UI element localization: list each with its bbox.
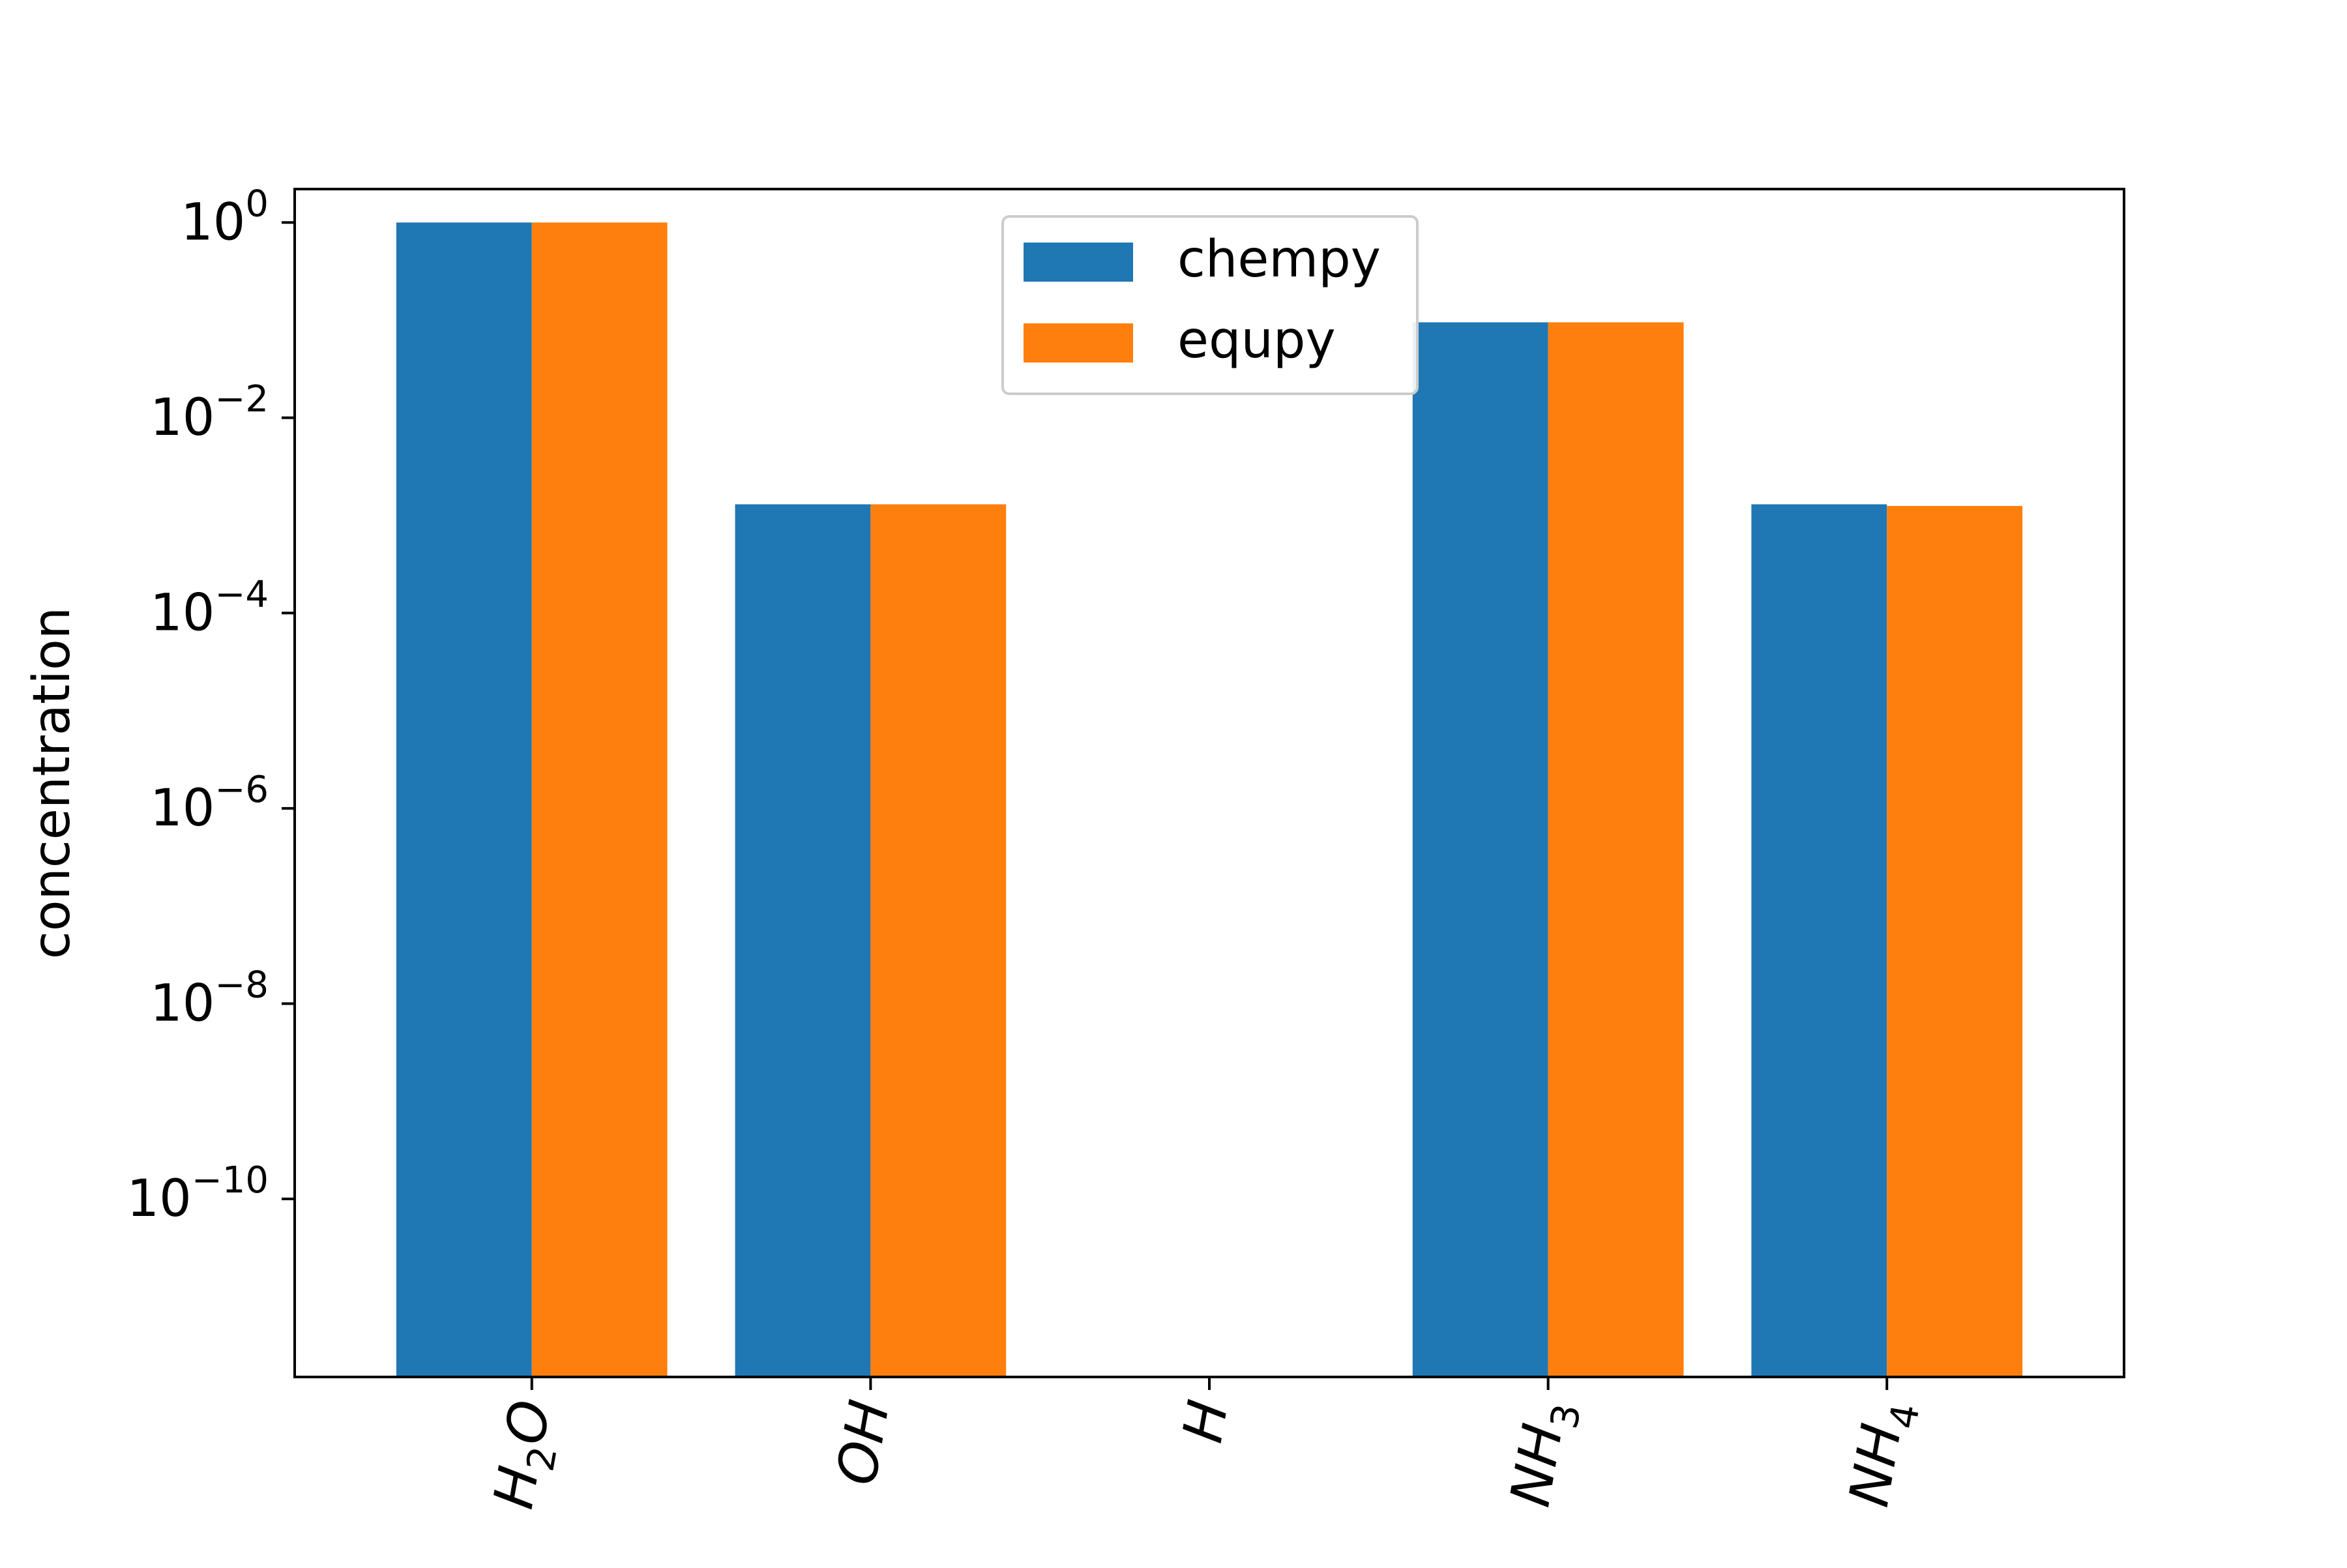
y-tick-label: 10−10 — [127, 1159, 269, 1228]
y-tick-base: 10 — [127, 1170, 192, 1228]
x-tick-base: H — [1170, 1395, 1240, 1447]
x-tick-label: H2O — [481, 1395, 573, 1515]
y-tick-label: 10−2 — [150, 378, 269, 447]
y-tick-exponent: 0 — [245, 183, 269, 225]
y-tick-label: 100 — [181, 183, 269, 252]
x-tick-base: OH — [824, 1395, 902, 1489]
x-tick-base: NH — [1837, 1419, 1913, 1511]
x-tick-label: NH3 — [1498, 1395, 1590, 1513]
y-tick-label: 10−4 — [150, 573, 269, 642]
y-tick-exponent: −10 — [192, 1159, 269, 1202]
legend-swatch-chempy — [1024, 243, 1133, 282]
x-tick-tail: O — [492, 1395, 563, 1449]
y-axis-label: concentration — [23, 607, 81, 959]
bar-equpy-0 — [531, 222, 668, 1377]
bar-equpy-1 — [870, 504, 1007, 1377]
x-tick-label: H — [1170, 1395, 1240, 1447]
y-tick-base: 10 — [150, 584, 214, 642]
x-tick-label: NH4 — [1837, 1395, 1928, 1513]
y-tick-exponent: −8 — [214, 964, 269, 1006]
bar-equpy-4 — [1887, 506, 2023, 1377]
y-tick-base: 10 — [150, 974, 214, 1033]
legend-label-equpy: equpy — [1177, 311, 1336, 370]
y-tick-exponent: −4 — [214, 573, 269, 615]
y-tick-base: 10 — [150, 779, 214, 838]
bars-layer — [396, 222, 2023, 1377]
y-tick-label: 10−6 — [150, 769, 269, 838]
bar-chempy-3 — [1412, 322, 1548, 1377]
x-tick-base: NH — [1498, 1419, 1575, 1511]
y-tick-exponent: −2 — [214, 378, 269, 421]
legend-swatch-equpy — [1024, 323, 1133, 362]
legend: chempy equpy — [1001, 215, 1419, 395]
bar-chempy-0 — [396, 222, 532, 1377]
bar-chempy-1 — [735, 504, 871, 1377]
y-tick-exponent: −6 — [214, 769, 269, 811]
x-tick-label: OH — [824, 1395, 902, 1489]
y-tick-label: 10−8 — [150, 964, 269, 1033]
y-tick-base: 10 — [150, 389, 214, 447]
legend-label-chempy: chempy — [1177, 230, 1381, 289]
y-tick-base: 10 — [181, 193, 245, 252]
bar-equpy-3 — [1548, 322, 1684, 1377]
bar-chempy-4 — [1751, 504, 1887, 1377]
x-axis: H2O OH H NH3 NH4 — [481, 1377, 1928, 1515]
